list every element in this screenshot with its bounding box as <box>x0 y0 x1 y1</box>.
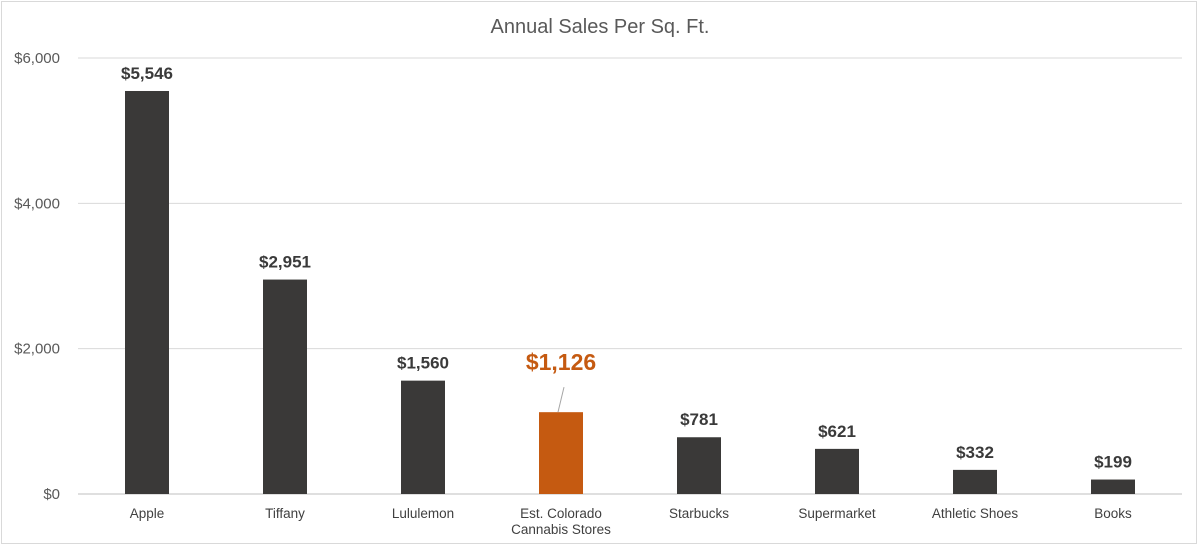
x-tick-label: Tiffany <box>265 506 305 521</box>
y-axis-tick-labels: $0 $2,000 $4,000 $6,000 <box>14 50 60 503</box>
x-tick-label: Supermarket <box>798 506 876 521</box>
data-label: $2,951 <box>259 253 311 272</box>
data-label: $5,546 <box>121 64 173 83</box>
x-tick-label: Lululemon <box>392 506 454 521</box>
x-tick-label: Books <box>1094 506 1132 521</box>
bar <box>263 279 307 494</box>
bar <box>815 448 859 494</box>
bar <box>677 437 721 494</box>
x-tick-label: Starbucks <box>669 506 729 521</box>
data-label: $199 <box>1094 453 1132 472</box>
y-tick-label: $0 <box>43 486 60 503</box>
data-labels: $5,546 $2,951 $1,560 $1,126 $781 $621 $332 $199 <box>121 64 1132 472</box>
y-tick-label: $6,000 <box>14 50 60 67</box>
leader-line <box>557 387 565 413</box>
x-tick-label: Athletic Shoes <box>932 506 1019 521</box>
chart-title: Annual Sales Per Sq. Ft. <box>490 16 709 38</box>
data-label: $1,126 <box>526 349 596 375</box>
bars <box>125 90 1135 495</box>
gridlines <box>78 57 1182 495</box>
x-tick-label: Apple <box>130 506 165 521</box>
x-axis-tick-labels: Apple Tiffany Lululemon Est. Colorado Cannab… <box>130 506 1132 537</box>
bar <box>539 412 583 494</box>
bar <box>1091 479 1135 494</box>
data-label: $781 <box>680 410 718 429</box>
data-label: $621 <box>818 422 856 441</box>
y-tick-label: $2,000 <box>14 341 60 358</box>
bar <box>125 90 169 495</box>
y-tick-label: $4,000 <box>14 195 60 212</box>
x-tick-label: Est. Colorado Cannabis Stores <box>511 506 611 537</box>
data-label: $332 <box>956 443 994 462</box>
bar <box>953 469 997 494</box>
bar <box>401 380 445 494</box>
data-label: $1,560 <box>397 354 449 373</box>
